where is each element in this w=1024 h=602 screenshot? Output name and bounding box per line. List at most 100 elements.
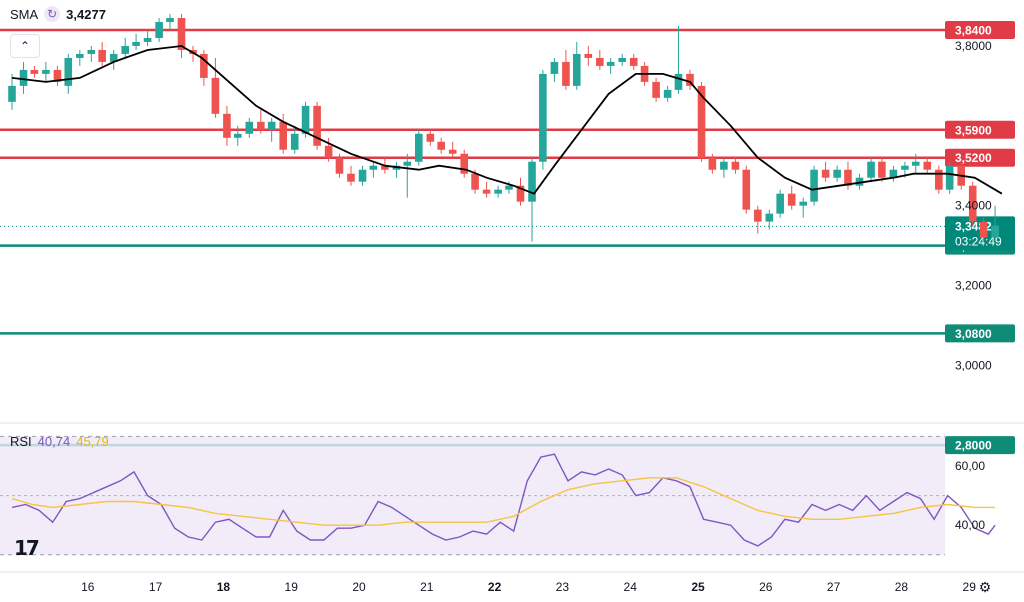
candle: [132, 33, 140, 50]
candle-body: [494, 189, 502, 194]
rsi-tick-label: 60,00: [955, 459, 985, 473]
sma-line-group: [11, 45, 1003, 195]
candle: [618, 53, 626, 66]
candle: [945, 161, 954, 194]
candle: [19, 61, 28, 94]
sma-label: SMA: [10, 6, 39, 22]
candle-body: [935, 169, 943, 190]
level-label-box: [945, 436, 1015, 455]
candle-body: [64, 57, 73, 86]
level-label: 3,5900: [955, 123, 992, 137]
candle: [754, 205, 762, 234]
candle-body: [810, 169, 818, 202]
candle: [911, 153, 920, 174]
candle: [674, 26, 683, 94]
candle-body: [76, 53, 84, 58]
candle-body: [765, 213, 774, 222]
candle-body: [426, 133, 435, 142]
candle: [799, 197, 808, 218]
level-label: 3,5200: [955, 151, 992, 165]
level-label-box: [945, 21, 1015, 39]
rsi_ma-line: [11, 477, 996, 526]
candle: [652, 77, 660, 102]
candle: [991, 205, 999, 242]
candle-body: [855, 177, 864, 186]
candle-body: [211, 77, 220, 114]
candle: [403, 153, 412, 198]
countdown-label: 03:24:49: [955, 234, 1002, 248]
level-label-box: [945, 324, 1015, 343]
candle-body: [742, 169, 751, 210]
candle: [121, 37, 130, 58]
tradingview-logo[interactable]: 17: [14, 536, 40, 560]
candle: [629, 53, 638, 70]
candle: [53, 65, 62, 86]
candle-body: [550, 61, 559, 74]
candle: [415, 129, 423, 166]
candle-body: [381, 165, 389, 170]
time-tick-label: 23: [556, 580, 570, 594]
candle-body: [369, 165, 378, 170]
rsi-panel: [0, 435, 996, 556]
candle-body: [945, 165, 954, 190]
collapse-legend-button[interactable]: ⌃: [10, 34, 40, 58]
candle: [257, 109, 265, 134]
settings-button[interactable]: ⚙: [976, 578, 994, 596]
candle: [550, 57, 559, 82]
candle: [765, 209, 774, 230]
sma-legend[interactable]: SMA ↻ 3,4277: [10, 6, 106, 22]
candle-body: [121, 45, 130, 54]
gear-icon: ⚙: [978, 578, 992, 595]
candle: [584, 45, 593, 66]
candle-body: [663, 89, 672, 98]
horizontal-levels: 3,84003,59003,52003,30003,08002,80003,34…: [0, 21, 1015, 455]
candle: [335, 153, 344, 178]
candle-body: [979, 221, 988, 238]
candle: [143, 30, 152, 46]
candle-body: [731, 161, 740, 170]
candle: [855, 173, 864, 190]
candle: [64, 53, 73, 94]
candle-body: [754, 209, 762, 222]
time-tick-label: 24: [624, 580, 638, 594]
candle-body: [911, 161, 920, 166]
candle-body: [821, 169, 830, 178]
candle-body: [686, 73, 694, 86]
candle-body: [596, 57, 604, 66]
candle-body: [708, 157, 717, 170]
price-tick-label: 3,4000: [955, 199, 992, 213]
candle: [313, 101, 321, 150]
time-tick-label: 29: [963, 580, 977, 594]
candle-body: [460, 153, 469, 174]
candle-body: [267, 121, 276, 130]
rsi-line: [11, 453, 996, 547]
candle-body: [720, 161, 728, 170]
candle: [42, 61, 50, 82]
candle-body: [867, 161, 875, 178]
candle-body: [516, 185, 525, 202]
candle-body: [923, 161, 932, 170]
refresh-icon[interactable]: ↻: [44, 6, 61, 22]
candle: [30, 65, 39, 78]
candle: [482, 181, 491, 198]
candle-body: [787, 193, 796, 206]
time-tick-label: 28: [895, 580, 909, 594]
candle-body: [200, 53, 208, 78]
candle: [245, 117, 254, 138]
candle-body: [313, 105, 321, 146]
time-tick-label: 22: [488, 580, 502, 594]
rsi-legend[interactable]: RSI 40,74 45,79: [10, 434, 109, 449]
sma-value: 3,4277: [66, 6, 106, 22]
candle-body: [991, 225, 999, 238]
candle: [109, 49, 118, 70]
candle-body: [155, 22, 163, 38]
candle-body: [697, 85, 706, 158]
time-tick-label: 18: [217, 580, 231, 594]
candle-body: [257, 121, 265, 130]
level-label-box: [945, 148, 1015, 167]
axes: 3,8000 3,4000 3,2000 3,0000 60,00 40,00 16 17 18…: [81, 39, 992, 594]
candles: [8, 14, 999, 242]
candle: [720, 157, 728, 178]
candle: [233, 125, 242, 146]
